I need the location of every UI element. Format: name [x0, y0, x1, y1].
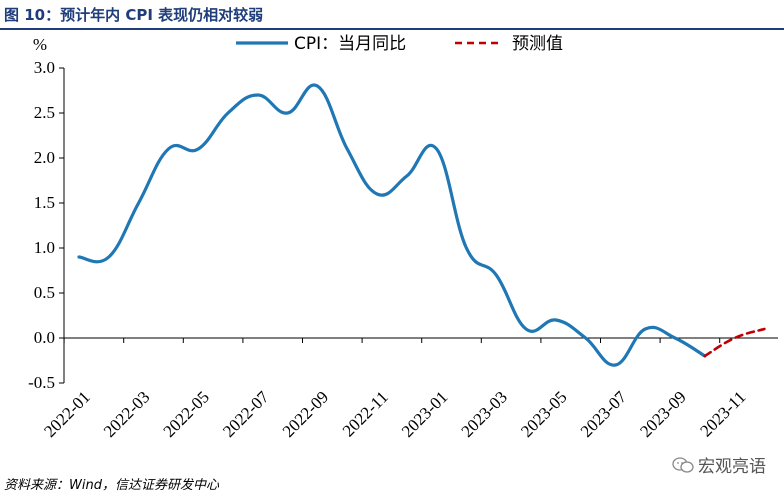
title-divider	[0, 28, 784, 30]
x-tick-label: 2023-09	[636, 387, 690, 441]
x-tick-label: 2023-03	[458, 387, 512, 441]
y-tick-label: 1.5	[34, 193, 55, 212]
x-tick-label: 2023-07	[577, 387, 631, 441]
y-tick-label: 3.0	[34, 58, 55, 77]
x-tick-label: 2022-07	[219, 387, 273, 441]
x-tick-label: 2023-11	[696, 387, 749, 440]
x-tick-label: 2023-01	[398, 387, 452, 441]
y-tick-label: 0.5	[34, 283, 55, 302]
legend-cpi-label: CPI：当月同比	[294, 34, 406, 54]
y-tick-label: 1.0	[34, 238, 55, 257]
figure-title: 图 10：预计年内 CPI 表现仍相对较弱	[4, 6, 264, 24]
cpi-line-chart: 3.0 2.5 2.0 1.5 1.0 0.5 0.0 -0.5% 2022-01 2022-03…	[28, 34, 778, 441]
y-tick-label: -0.5	[28, 373, 55, 392]
x-tick-label: 2022-05	[160, 387, 214, 441]
forecast-series-line	[703, 327, 766, 358]
y-tick-label: 2.0	[34, 148, 55, 167]
x-tick-label: 2022-11	[339, 387, 392, 440]
watermark-text: 宏观亮语	[698, 457, 766, 477]
watermark: 宏观亮语	[672, 452, 766, 477]
legend-forecast-label: 预测值	[512, 34, 563, 54]
wechat-icon	[672, 456, 694, 473]
x-tick-label: 2022-09	[279, 387, 333, 441]
cpi-series-line	[77, 83, 707, 367]
x-tick-label: 2022-03	[100, 387, 154, 441]
y-tick-label: 0.0	[34, 328, 55, 347]
source-note: 资料来源：Wind，信达证券研发中心	[4, 478, 219, 493]
y-tick-label: 2.5	[34, 103, 55, 122]
x-tick-label: 2022-01	[40, 387, 94, 441]
y-axis-unit: %	[33, 35, 47, 54]
x-tick-label: 2023-05	[517, 387, 571, 441]
